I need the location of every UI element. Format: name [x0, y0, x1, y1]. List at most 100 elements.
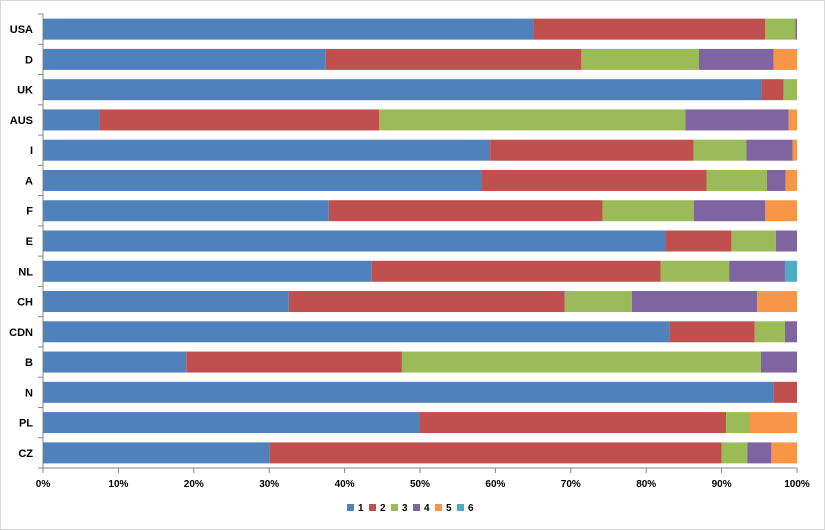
bar-segment-cdn-series-2 — [669, 321, 755, 343]
bar-segment-aus-series-5 — [788, 109, 797, 131]
legend-swatch-series-4 — [413, 504, 420, 511]
category-label-e: E — [26, 236, 33, 248]
legend-label-series-6: 6 — [468, 503, 474, 514]
bar-segment-d-series-3 — [581, 48, 699, 70]
bar-segment-uk-series-3 — [783, 79, 797, 101]
bar-segment-nl-series-6 — [784, 260, 797, 282]
category-label-b: B — [25, 357, 33, 369]
category-label-ch: CH — [17, 297, 33, 309]
category-label-cz: CZ — [18, 448, 33, 460]
bar-segment-f-series-2 — [328, 200, 603, 222]
x-tick-label: 60% — [485, 479, 505, 490]
bar-segment-ch-series-3 — [564, 291, 632, 313]
x-tick-label: 0% — [36, 479, 51, 490]
bar-segment-i-series-4 — [746, 139, 793, 161]
legend-swatch-series-2 — [369, 504, 376, 511]
bar-segment-cz-series-1 — [43, 442, 270, 464]
bar-segment-pl-series-2 — [420, 412, 727, 434]
bar-segment-d-series-2 — [325, 48, 582, 70]
category-label-nl: NL — [18, 266, 33, 278]
x-tick-label: 40% — [335, 479, 355, 490]
category-label-usa: USA — [10, 24, 33, 36]
x-tick-label: 30% — [259, 479, 279, 490]
category-label-f: F — [26, 206, 33, 218]
bar-segment-f-series-1 — [43, 200, 329, 222]
x-tick-label: 50% — [410, 479, 430, 490]
bar-segment-cz-series-2 — [269, 442, 722, 464]
bar-segment-i-series-3 — [693, 139, 747, 161]
legend-label-series-5: 5 — [446, 503, 452, 514]
bar-segment-usa-series-2 — [533, 18, 766, 40]
legend-swatch-series-5 — [435, 504, 442, 511]
bar-segment-b-series-3 — [401, 351, 761, 373]
bar-segment-f-series-5 — [765, 200, 797, 222]
bar-segment-n-series-2 — [773, 381, 797, 403]
x-tick-label: 20% — [184, 479, 204, 490]
bar-segment-d-series-1 — [43, 48, 326, 70]
bar-segment-uk-series-1 — [43, 79, 762, 101]
bar-segment-e-series-2 — [665, 230, 732, 252]
bar-segment-nl-series-4 — [729, 260, 785, 282]
bar-segment-cz-series-4 — [747, 442, 772, 464]
legend-label-series-2: 2 — [380, 503, 386, 514]
bar-segment-a-series-2 — [481, 169, 707, 191]
bar-segment-uk-series-2 — [761, 79, 784, 101]
bar-segment-b-series-1 — [43, 351, 187, 373]
x-tick-label: 10% — [108, 479, 128, 490]
bar-segment-i-series-2 — [490, 139, 694, 161]
legend-label-series-3: 3 — [402, 503, 408, 514]
bar-segment-i-series-1 — [43, 139, 491, 161]
x-tick-label: 80% — [636, 479, 656, 490]
bar-segment-a-series-1 — [43, 169, 482, 191]
legend-swatch-series-6 — [457, 504, 464, 511]
bar-segment-nl-series-2 — [371, 260, 661, 282]
x-tick-label: 100% — [784, 479, 810, 490]
category-label-aus: AUS — [10, 115, 33, 127]
category-label-a: A — [25, 175, 33, 187]
legend-swatch-series-1 — [347, 504, 354, 511]
bar-segment-aus-series-2 — [99, 109, 380, 131]
bar-segment-ch-series-1 — [43, 291, 289, 313]
bar-segment-cz-series-5 — [771, 442, 797, 464]
bar-segment-pl-series-5 — [749, 412, 797, 434]
bar-segment-cdn-series-1 — [43, 321, 670, 343]
bar-segment-b-series-2 — [186, 351, 402, 373]
bar-segment-usa-series-1 — [43, 18, 534, 40]
bar-segment-e-series-4 — [775, 230, 797, 252]
bar-segment-f-series-3 — [602, 200, 694, 222]
bar-segment-n-series-1 — [43, 381, 774, 403]
bar-segment-pl-series-3 — [726, 412, 750, 434]
bar-segment-usa-series-4 — [795, 18, 797, 40]
bar-segment-aus-series-3 — [379, 109, 686, 131]
bar-segment-d-series-5 — [773, 48, 797, 70]
bar-segment-e-series-3 — [731, 230, 776, 252]
x-tick-label: 70% — [561, 479, 581, 490]
bar-segment-cdn-series-3 — [754, 321, 785, 343]
legend-label-series-1: 1 — [358, 503, 364, 514]
bar-segment-d-series-4 — [698, 48, 774, 70]
bar-segment-b-series-4 — [760, 351, 797, 373]
category-label-n: N — [25, 387, 33, 399]
bar-segment-ch-series-5 — [757, 291, 797, 313]
bar-segment-ch-series-4 — [631, 291, 758, 313]
category-label-d: D — [25, 54, 33, 66]
bar-segment-aus-series-1 — [43, 109, 100, 131]
bar-segment-usa-series-3 — [765, 18, 796, 40]
category-label-pl: PL — [19, 418, 33, 430]
bar-segment-a-series-4 — [766, 169, 786, 191]
category-label-i: I — [30, 145, 33, 157]
bar-segment-cdn-series-4 — [784, 321, 797, 343]
x-tick-label: 90% — [712, 479, 732, 490]
bar-segment-a-series-5 — [785, 169, 797, 191]
bar-segment-cz-series-3 — [721, 442, 748, 464]
bar-segment-ch-series-2 — [288, 291, 565, 313]
bar-segment-pl-series-1 — [43, 412, 420, 434]
bar-segment-nl-series-1 — [43, 260, 372, 282]
bar-segment-a-series-3 — [706, 169, 767, 191]
category-label-cdn: CDN — [9, 327, 33, 339]
legend-swatch-series-3 — [391, 504, 398, 511]
legend-label-series-4: 4 — [424, 503, 430, 514]
bar-segment-i-series-5 — [792, 139, 797, 161]
category-label-uk: UK — [17, 85, 33, 97]
